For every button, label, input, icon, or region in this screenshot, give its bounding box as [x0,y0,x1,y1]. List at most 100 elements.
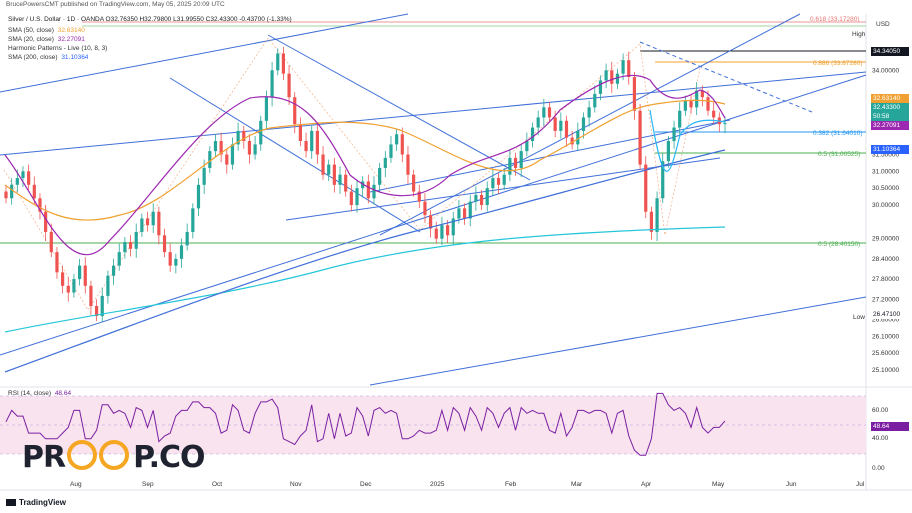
rsi-value-text: 48.64 [54,390,72,397]
candle [38,193,42,220]
candle [259,115,263,151]
candle [117,243,121,271]
candle [293,92,297,134]
candle [225,149,229,174]
candle [576,122,580,151]
indicator-value: 32.27091 [57,36,85,43]
candle [298,117,302,147]
price-label-low: 26.47100 [871,310,909,319]
symbol-line: Silver / U.S. Dollar · 1D · OANDA O32.76… [8,16,292,23]
candle [338,166,342,194]
trend-lines [0,13,867,386]
candle [502,167,506,190]
candle [406,146,410,184]
candle [66,277,70,302]
indicator-value: 31.10364 [61,54,89,61]
candle [395,129,399,151]
indicator-sma200[interactable]: SMA (200, close) 31.10364 [8,54,88,61]
candle [672,120,676,149]
time-tick-label: May [712,481,725,488]
candle [310,125,314,159]
candle [451,211,455,245]
candle [581,112,586,139]
rsi-price-label: 48.64 [871,422,909,431]
candle [185,223,189,251]
candle [593,85,597,113]
candle [383,151,387,178]
candle [111,258,116,285]
time-axis: Aug Sep Oct Nov Dec 2025 Feb Mar Apr May Jun Jul [70,481,865,488]
time-tick-label: Apr [641,481,652,488]
candle [366,174,370,204]
fib-levels: 0.618 (33.17280) 0.886 (33.87280) 0.382 … [0,16,866,248]
candle [10,178,14,205]
rsi-legend[interactable]: RSI (14, close) 48.64 [8,390,71,397]
candle [474,186,478,211]
candle [683,95,687,116]
candle [627,51,631,85]
candle [638,103,642,170]
candle [440,216,444,246]
low-label: Low [853,314,865,321]
time-tick-label: Jul [856,481,865,488]
candle [723,116,727,134]
candle [530,122,535,148]
candle [570,130,574,150]
candle [162,228,167,258]
candle [445,220,450,244]
candle [61,265,65,294]
price-axis: 34.5000034.0000031.5000031.0000030.50000… [872,50,899,374]
rsi-axis: 60.00 40.00 0.00 [872,407,889,472]
time-tick-label: Oct [212,481,222,488]
fib-label-2: 0.382 (31.64010) [813,130,863,137]
candle [649,206,654,240]
fib-label-4: 0.5 (28.40150) [818,241,860,248]
candle [168,243,172,273]
price-tick-label: 26.10000 [872,333,899,340]
candle [508,149,512,182]
price-label-last: 32.43300 [871,103,909,112]
candle [106,270,110,304]
price-tick-label: 31.50000 [872,151,899,158]
sma-200b-line [4,149,726,373]
candle [678,102,682,137]
candle [276,48,280,76]
time-tick-label: Feb [505,481,517,488]
candle [389,135,393,163]
indicator-value: 32.63140 [57,27,85,34]
watermark-logo: PR P.CO [22,440,206,475]
candle [632,71,637,120]
candle [615,68,620,89]
candle [513,152,518,176]
sma-20-line [4,74,726,256]
candle [77,258,82,286]
footer-brand[interactable]: TradingView [6,498,66,507]
rsi-line [5,392,726,456]
harmonic-pattern [3,37,701,311]
candle [174,253,178,274]
candle [332,157,336,193]
candle [344,169,348,197]
candle [327,159,331,182]
fib-label-0: 0.618 (33.17280) [810,16,860,23]
fib-label-3: 0.5 (31.00525) [818,151,860,158]
candle [361,176,365,198]
fib-label-1: 0.886 (33.87280) [813,60,863,67]
candle [281,46,286,81]
indicator-harmonic[interactable]: Harmonic Patterns - Live (10, 8, 3) [8,45,107,52]
candle [525,132,529,157]
indicator-sma50[interactable]: SMA (50, close) 32.63140 [8,27,85,34]
indicator-sma20[interactable]: SMA (20, close) 32.27091 [8,36,85,43]
candle [655,191,659,242]
candle [4,186,8,204]
candle [355,179,359,213]
candle [547,102,552,123]
watermark-left: PR [22,440,66,475]
rsi-tick-label: 40.00 [872,435,889,442]
candle [378,162,382,193]
candle [479,189,484,211]
candle [83,257,87,294]
candle [417,184,421,209]
price-tick-label: 30.00000 [872,202,899,209]
